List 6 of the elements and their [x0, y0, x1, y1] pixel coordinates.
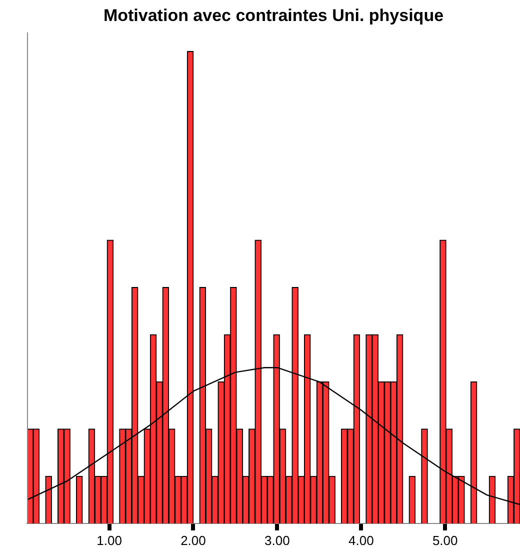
x-tick-label: 2.00 — [180, 532, 206, 548]
x-tick-label: 1.00 — [96, 532, 122, 548]
x-tick-label: 3.00 — [264, 532, 290, 548]
chart-title: Motivation avec contraintes Uni. physique — [103, 6, 444, 25]
x-tick-label: 5.00 — [432, 532, 458, 548]
x-tick-label: 4.00 — [348, 532, 374, 548]
